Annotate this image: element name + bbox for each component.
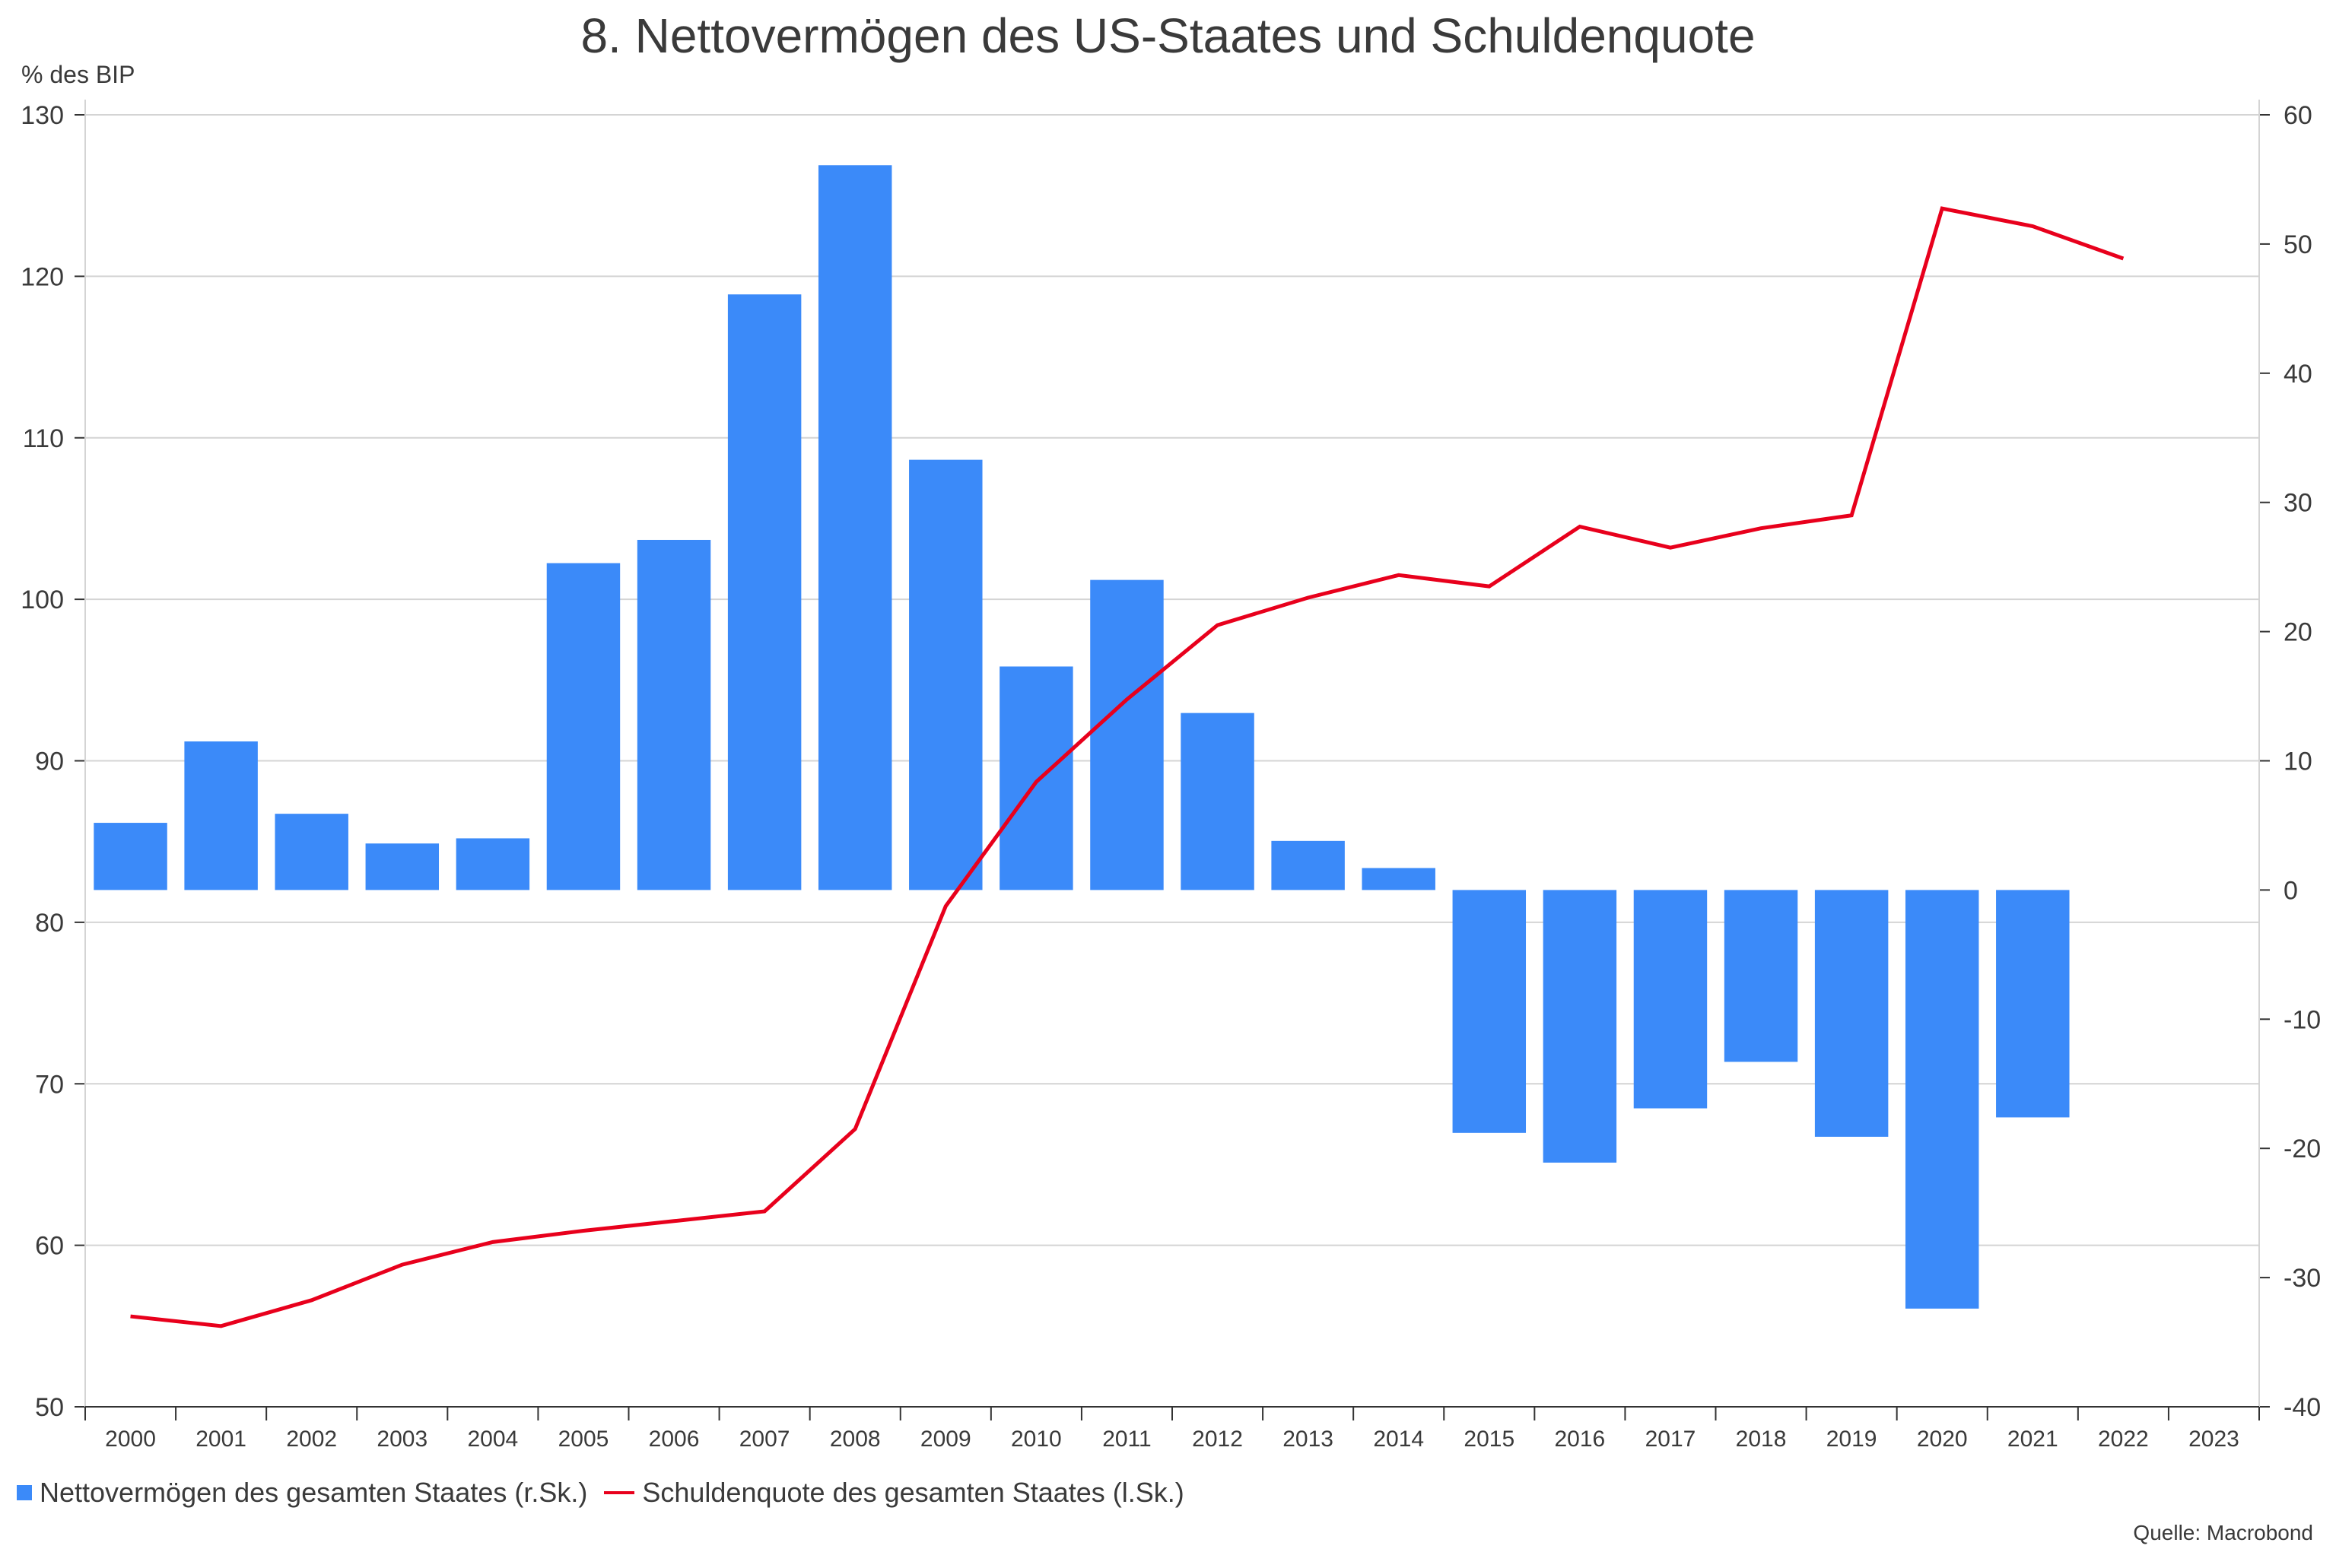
x-tick-label: 2011 bbox=[1102, 1427, 1152, 1452]
y-tick-label-left: 120 bbox=[21, 262, 64, 291]
y-tick-label-right: -20 bbox=[2284, 1135, 2321, 1163]
legend: Nettovermögen des gesamten Staates (r.Sk… bbox=[17, 1477, 1184, 1509]
x-tick-label: 2004 bbox=[468, 1427, 519, 1452]
x-tick-label: 2021 bbox=[2007, 1427, 2058, 1452]
x-tick-label: 2000 bbox=[105, 1427, 156, 1452]
bar-2002 bbox=[275, 814, 348, 890]
x-tick-label: 2023 bbox=[2188, 1427, 2239, 1452]
bar-2010 bbox=[1000, 666, 1073, 890]
bar-2006 bbox=[637, 539, 711, 890]
bar-2019 bbox=[1814, 890, 1889, 1137]
chart-title: 8. Nettovermögen des US-Staates und Schu… bbox=[580, 8, 1756, 63]
y-tick-label-right: 60 bbox=[2284, 101, 2312, 130]
bar-2012 bbox=[1181, 713, 1254, 890]
debt-ratio-line bbox=[130, 206, 2125, 1328]
y-tick-label-left: 90 bbox=[35, 747, 64, 776]
y-tick-label-left: 50 bbox=[35, 1393, 64, 1422]
bar-2020 bbox=[1905, 890, 1979, 1309]
legend-label-line: Schuldenquote des gesamten Staates (l.Sk… bbox=[642, 1477, 1184, 1508]
y-axis-label-left: % des BIP bbox=[21, 61, 135, 88]
bar-2000 bbox=[94, 823, 167, 890]
y-tick-label-right: -40 bbox=[2284, 1393, 2321, 1422]
y-tick-label-right: -30 bbox=[2284, 1264, 2321, 1293]
x-tick-label: 2002 bbox=[286, 1427, 337, 1452]
y-tick-label-right: -10 bbox=[2284, 1005, 2321, 1034]
x-tick-label: 2012 bbox=[1192, 1427, 1243, 1452]
bar-2017 bbox=[1633, 890, 1708, 1109]
bar-2011 bbox=[1090, 579, 1164, 890]
bar-2005 bbox=[546, 563, 621, 890]
bar-2004 bbox=[456, 838, 530, 890]
y-tick-label-left: 110 bbox=[23, 424, 64, 453]
x-tick-label: 2003 bbox=[377, 1427, 427, 1452]
legend-swatch-line bbox=[604, 1491, 635, 1494]
x-tick-label: 2022 bbox=[2098, 1427, 2149, 1452]
bar-2015 bbox=[1452, 890, 1527, 1133]
bar-2018 bbox=[1724, 890, 1798, 1062]
x-tick-label: 2020 bbox=[1917, 1427, 1968, 1452]
x-tick-label: 2001 bbox=[195, 1427, 246, 1452]
x-tick-label: 2006 bbox=[649, 1427, 700, 1452]
bar-2001 bbox=[184, 741, 258, 890]
source-note: Quelle: Macrobond bbox=[2133, 1521, 2313, 1544]
y-tick-label-left: 130 bbox=[21, 101, 64, 130]
legend-item-bars: Nettovermögen des gesamten Staates (r.Sk… bbox=[17, 1477, 587, 1509]
y-tick-label-right: 50 bbox=[2284, 230, 2312, 259]
x-tick-label: 2016 bbox=[1555, 1427, 1606, 1452]
bar-2013 bbox=[1271, 840, 1345, 890]
x-tick-label: 2015 bbox=[1464, 1427, 1514, 1452]
y-tick-label-right: 40 bbox=[2284, 360, 2312, 389]
bar-2007 bbox=[727, 294, 802, 890]
x-tick-label: 2009 bbox=[920, 1427, 971, 1452]
x-tick-label: 2017 bbox=[1645, 1427, 1696, 1452]
x-tick-label: 2014 bbox=[1373, 1427, 1424, 1452]
x-tick-label: 2005 bbox=[558, 1427, 609, 1452]
x-tick-label: 2018 bbox=[1736, 1427, 1787, 1452]
x-tick-label: 2010 bbox=[1011, 1427, 1062, 1452]
y-tick-label-right: 10 bbox=[2284, 747, 2312, 776]
bar-2016 bbox=[1543, 890, 1617, 1163]
x-tick-label: 2019 bbox=[1826, 1427, 1877, 1452]
y-tick-label-left: 70 bbox=[35, 1070, 64, 1099]
y-tick-label-right: 20 bbox=[2284, 618, 2312, 647]
x-tick-label: 2007 bbox=[739, 1427, 790, 1452]
x-tick-label: 2008 bbox=[830, 1427, 881, 1452]
x-tick-label: 2013 bbox=[1282, 1427, 1333, 1452]
bar-2003 bbox=[365, 843, 440, 890]
y-tick-label-left: 60 bbox=[35, 1232, 64, 1261]
legend-item-line: Schuldenquote des gesamten Staates (l.Sk… bbox=[604, 1477, 1184, 1509]
bar-2009 bbox=[909, 459, 983, 890]
bar-2021 bbox=[1996, 890, 2070, 1118]
bar-2008 bbox=[818, 165, 892, 890]
y-tick-label-left: 100 bbox=[21, 586, 64, 614]
legend-label-bars: Nettovermögen des gesamten Staates (r.Sk… bbox=[40, 1477, 588, 1508]
y-tick-label-right: 0 bbox=[2284, 876, 2298, 905]
legend-swatch-bar bbox=[17, 1485, 32, 1500]
bar-2014 bbox=[1362, 868, 1435, 890]
y-tick-label-right: 30 bbox=[2284, 489, 2312, 518]
y-tick-label-left: 80 bbox=[35, 909, 64, 938]
